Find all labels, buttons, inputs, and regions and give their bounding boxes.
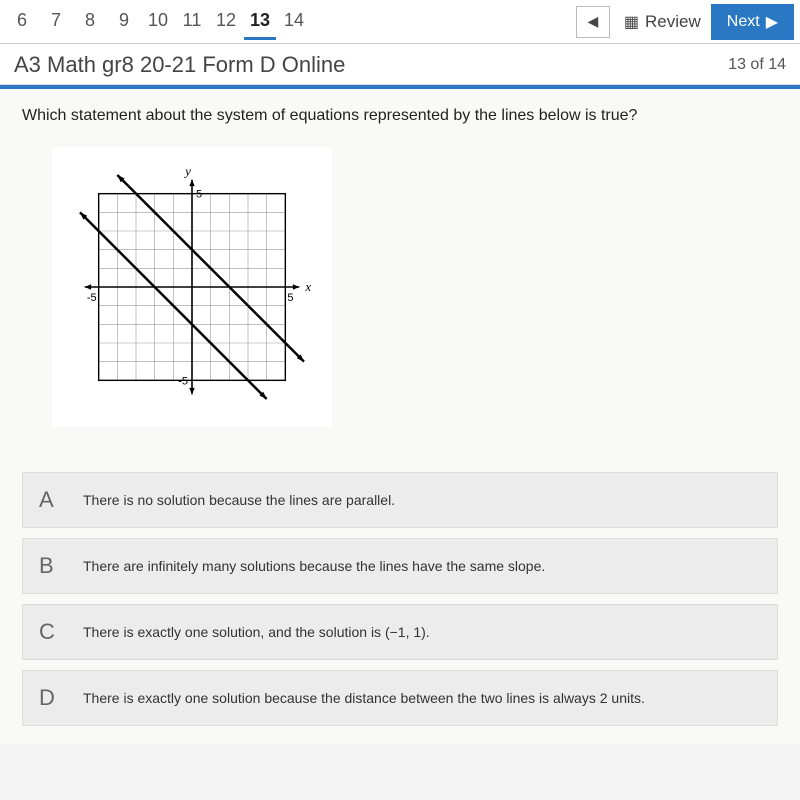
answer-text: There is exactly one solution, and the s… [83, 624, 430, 640]
svg-text:-5: -5 [87, 292, 97, 304]
prev-button[interactable]: ◀ [576, 6, 610, 38]
question-tab-14[interactable]: 14 [278, 4, 310, 40]
review-label: Review [645, 12, 701, 32]
answer-choice-c[interactable]: CThere is exactly one solution, and the … [22, 604, 778, 660]
answer-choice-b[interactable]: BThere are infinitely many solutions bec… [22, 538, 778, 594]
question-tab-8[interactable]: 8 [74, 4, 106, 40]
question-tab-10[interactable]: 10 [142, 4, 174, 40]
svg-text:y: y [183, 164, 191, 179]
question-tab-9[interactable]: 9 [108, 4, 140, 40]
content-area: Which statement about the system of equa… [0, 89, 800, 744]
review-button[interactable]: ▦ Review [624, 12, 701, 32]
answer-text: There is exactly one solution because th… [83, 690, 645, 706]
coordinate-graph: x y -5 5 5 -5 [52, 147, 332, 427]
answer-list: AThere is no solution because the lines … [22, 472, 778, 726]
svg-text:5: 5 [287, 292, 293, 304]
svg-text:5: 5 [196, 189, 202, 201]
answer-choice-a[interactable]: AThere is no solution because the lines … [22, 472, 778, 528]
answer-letter: D [39, 685, 83, 711]
next-icon: ▶ [766, 12, 778, 32]
question-tab-11[interactable]: 11 [176, 4, 208, 40]
answer-letter: A [39, 487, 83, 513]
prev-icon: ◀ [588, 13, 599, 30]
question-tab-13[interactable]: 13 [244, 4, 276, 40]
top-nav: 67891011121314 ◀ ▦ Review Next ▶ [0, 0, 800, 44]
svg-text:-5: -5 [178, 375, 188, 387]
grid-icon: ▦ [624, 12, 639, 32]
answer-text: There is no solution because the lines a… [83, 492, 395, 508]
answer-choice-d[interactable]: DThere is exactly one solution because t… [22, 670, 778, 726]
svg-text:x: x [304, 279, 311, 294]
question-tab-6[interactable]: 6 [6, 4, 38, 40]
question-number-strip: 67891011121314 [6, 4, 310, 40]
answer-letter: C [39, 619, 83, 645]
next-button[interactable]: Next ▶ [711, 4, 794, 40]
title-bar: A3 Math gr8 20-21 Form D Online 13 of 14 [0, 44, 800, 85]
answer-letter: B [39, 553, 83, 579]
question-tab-7[interactable]: 7 [40, 4, 72, 40]
next-label: Next [727, 13, 760, 31]
answer-text: There are infinitely many solutions beca… [83, 558, 545, 574]
question-counter: 13 of 14 [728, 56, 786, 74]
assessment-title: A3 Math gr8 20-21 Form D Online [14, 52, 345, 78]
graph-figure: x y -5 5 5 -5 [52, 147, 778, 432]
question-stem: Which statement about the system of equa… [22, 107, 778, 125]
question-tab-12[interactable]: 12 [210, 4, 242, 40]
